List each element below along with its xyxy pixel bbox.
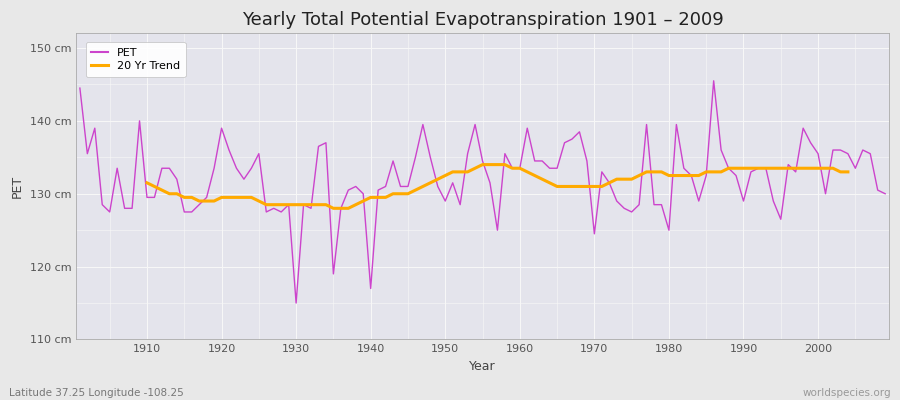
- Y-axis label: PET: PET: [11, 175, 24, 198]
- Text: Latitude 37.25 Longitude -108.25: Latitude 37.25 Longitude -108.25: [9, 388, 184, 398]
- Legend: PET, 20 Yr Trend: PET, 20 Yr Trend: [86, 42, 185, 77]
- X-axis label: Year: Year: [469, 360, 496, 373]
- Title: Yearly Total Potential Evapotranspiration 1901 – 2009: Yearly Total Potential Evapotranspiratio…: [241, 11, 724, 29]
- Text: worldspecies.org: worldspecies.org: [803, 388, 891, 398]
